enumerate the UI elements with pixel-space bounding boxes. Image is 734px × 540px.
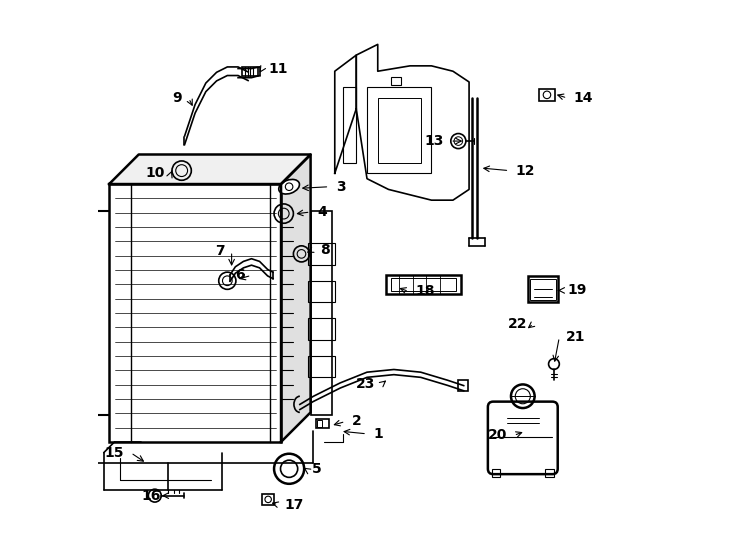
Text: 6: 6: [236, 268, 245, 282]
Text: 8: 8: [320, 242, 330, 256]
Bar: [308, 281, 335, 302]
Text: 13: 13: [424, 134, 444, 148]
Bar: [386, 275, 461, 294]
Bar: [492, 469, 501, 477]
Text: 11: 11: [269, 62, 288, 76]
Text: 16: 16: [142, 489, 161, 503]
Bar: [378, 98, 421, 163]
Text: 22: 22: [508, 317, 527, 330]
Polygon shape: [109, 154, 310, 184]
Bar: [262, 494, 274, 505]
Bar: [458, 380, 468, 392]
Text: 18: 18: [415, 285, 435, 299]
Text: 21: 21: [566, 330, 585, 344]
Bar: [391, 278, 456, 292]
Bar: [531, 279, 556, 300]
Bar: [545, 469, 554, 477]
Text: 7: 7: [216, 244, 225, 258]
Text: 3: 3: [336, 180, 346, 194]
Ellipse shape: [279, 179, 299, 194]
Text: 4: 4: [317, 205, 327, 219]
Bar: [308, 319, 335, 340]
Text: 12: 12: [516, 164, 535, 178]
Text: 23: 23: [356, 377, 376, 391]
Bar: [391, 77, 401, 85]
Text: 1: 1: [374, 427, 383, 441]
Bar: [539, 89, 555, 101]
Text: 17: 17: [285, 498, 304, 512]
Text: 19: 19: [568, 284, 587, 298]
Bar: [82, 356, 93, 388]
Bar: [310, 211, 332, 415]
Bar: [308, 243, 335, 265]
Bar: [343, 87, 356, 163]
Text: 14: 14: [574, 91, 593, 105]
Text: 2: 2: [352, 415, 362, 429]
Bar: [242, 67, 258, 76]
Bar: [316, 419, 330, 428]
Bar: [317, 420, 322, 427]
Polygon shape: [281, 154, 310, 442]
Text: 20: 20: [488, 428, 507, 442]
Bar: [528, 276, 558, 302]
FancyBboxPatch shape: [109, 184, 281, 442]
Bar: [308, 356, 335, 377]
Text: 9: 9: [172, 91, 182, 105]
Text: 5: 5: [312, 462, 321, 476]
Bar: [367, 87, 432, 173]
Text: 15: 15: [105, 446, 124, 460]
Text: 10: 10: [145, 166, 164, 180]
FancyBboxPatch shape: [488, 402, 558, 474]
